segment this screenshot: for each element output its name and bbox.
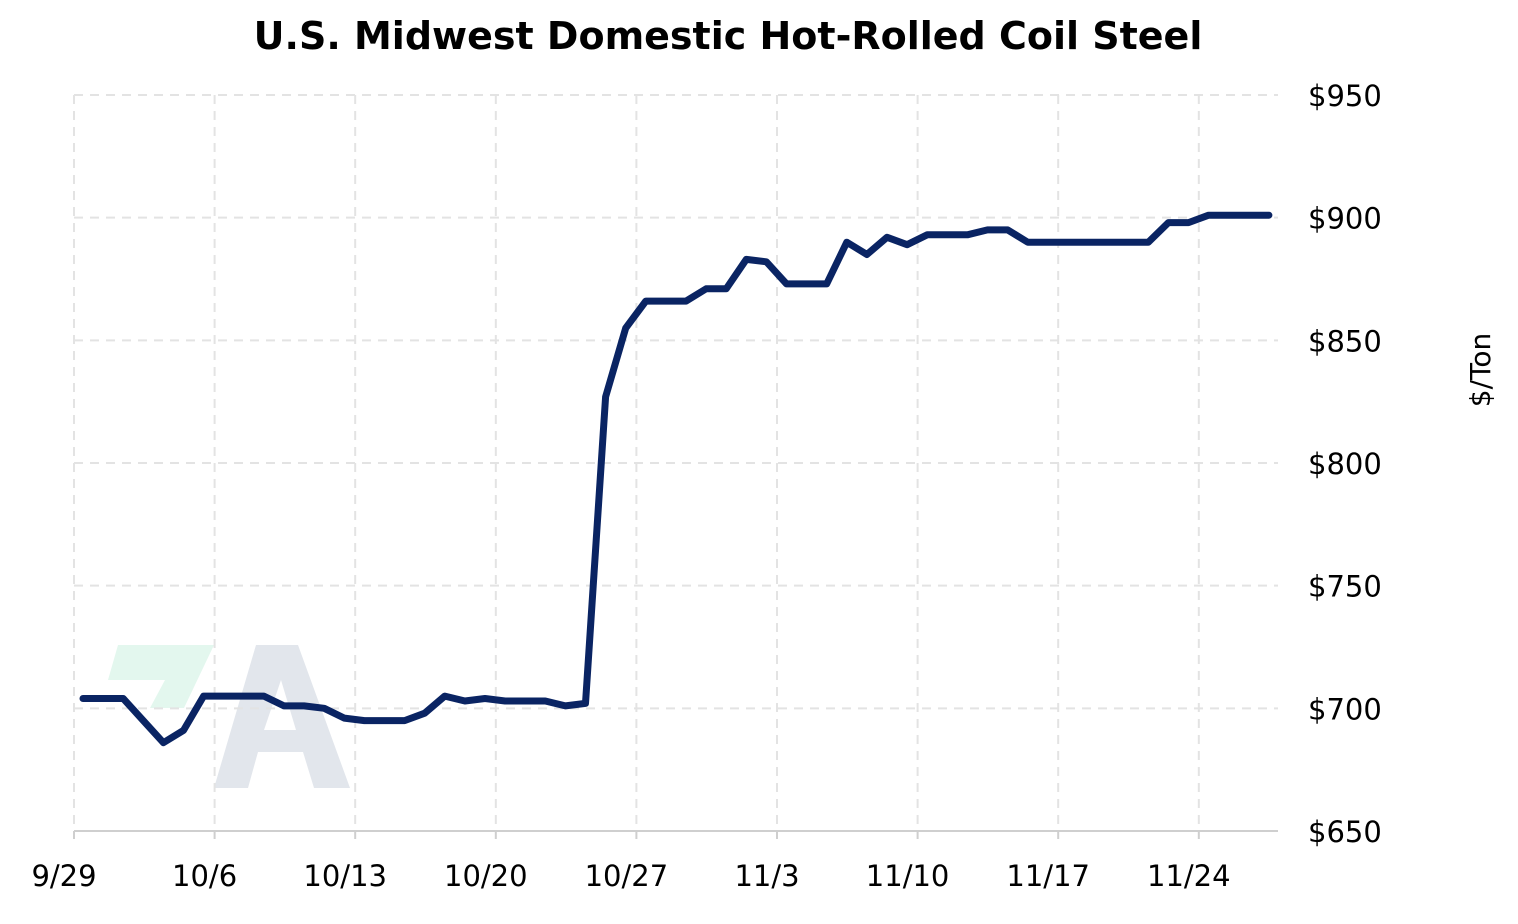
watermark-logo-green-shape	[108, 645, 214, 708]
y-axis-title: $/Ton	[1464, 333, 1497, 407]
x-tick-label: 10/13	[303, 859, 387, 893]
x-tick-label: 11/10	[866, 859, 950, 893]
y-tick-label: $800	[1308, 447, 1382, 481]
x-tick-label: 11/24	[1147, 859, 1231, 893]
x-tick-label: 11/3	[734, 859, 799, 893]
y-tick-label: $950	[1308, 79, 1382, 113]
y-tick-label: $700	[1308, 692, 1382, 726]
x-tick-label: 10/27	[585, 859, 669, 893]
watermark-logo	[108, 645, 350, 788]
x-tick-label: 11/17	[1006, 859, 1090, 893]
chart-title: U.S. Midwest Domestic Hot-Rolled Coil St…	[253, 14, 1203, 58]
y-tick-label: $850	[1308, 324, 1382, 358]
x-tick-label: 10/20	[444, 859, 528, 893]
series-group	[79, 211, 1273, 747]
x-axis	[73, 830, 1278, 839]
y-tick-label: $900	[1308, 202, 1382, 236]
y-tick-labels: $650 $700 $750 $800 $850 $900 $950	[1308, 79, 1382, 849]
y-tick-label: $650	[1308, 815, 1382, 849]
x-tick-label: 10/6	[172, 859, 237, 893]
grid	[73, 94, 1278, 831]
y-tick-label: $750	[1308, 570, 1382, 604]
x-tick-labels: 9/29 10/6 10/13 10/20 10/27 11/3 11/10 11/17 11/…	[31, 859, 1230, 893]
series-line-price	[79, 211, 1273, 747]
x-tick-label: 9/29	[31, 859, 96, 893]
